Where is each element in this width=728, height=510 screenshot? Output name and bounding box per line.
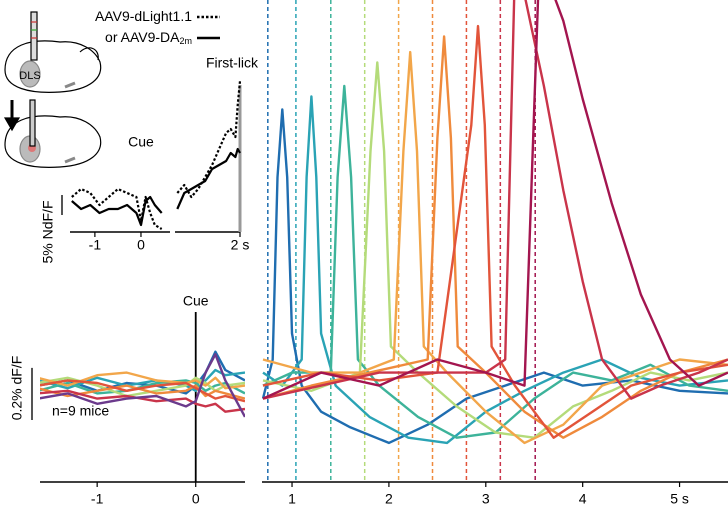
legend-subscript: 2m (179, 36, 192, 46)
trace (71, 195, 163, 227)
note: n=9 mice (52, 403, 109, 419)
trace (176, 147, 241, 210)
x-tick-label: -1 (91, 491, 104, 507)
annotation: First-lick (206, 55, 259, 71)
legend-label: or AAV9-DA (105, 29, 180, 45)
trace (262, 95, 728, 445)
legend-label: or AAV9-DA2m (105, 29, 192, 47)
annotation: Cue (128, 134, 154, 150)
x-tick-label: 3 (482, 491, 490, 507)
x-tick-label: 0 (137, 237, 145, 253)
trace (262, 35, 728, 439)
x-tick-label: 2 s (231, 237, 250, 253)
trace (40, 389, 245, 413)
trace (176, 80, 242, 199)
trace (40, 384, 245, 400)
legend-label: AAV9-dLight1.1 (95, 8, 192, 24)
trace (40, 350, 245, 395)
trace (40, 379, 245, 395)
x-tick-label: -1 (89, 237, 102, 253)
x-tick-label: 1 (288, 491, 296, 507)
trace (40, 379, 245, 403)
plot-area (40, 312, 245, 482)
x-tick-label: 0 (192, 491, 200, 507)
trace (262, 108, 728, 445)
trace (262, 50, 728, 445)
region-label: DLS (19, 70, 40, 82)
trace (40, 353, 245, 418)
scale-bar-label: 5% NdF/F (40, 200, 56, 263)
inset-diagram (3, 11, 102, 168)
legend-label: AAV9-dLight1.1 (95, 8, 192, 24)
trace (262, 84, 728, 439)
scale-bar-label: 0.2% dF/F (9, 356, 25, 421)
annotation: Cue (183, 293, 209, 309)
plot-area (71, 187, 163, 230)
plot-area (262, 0, 728, 482)
plot-area (176, 80, 242, 232)
x-tick-label: 5 s (670, 491, 689, 507)
x-tick-label: 4 (579, 491, 587, 507)
x-tick-label: 2 (385, 491, 393, 507)
trace (262, 0, 728, 400)
trace (262, 61, 728, 439)
